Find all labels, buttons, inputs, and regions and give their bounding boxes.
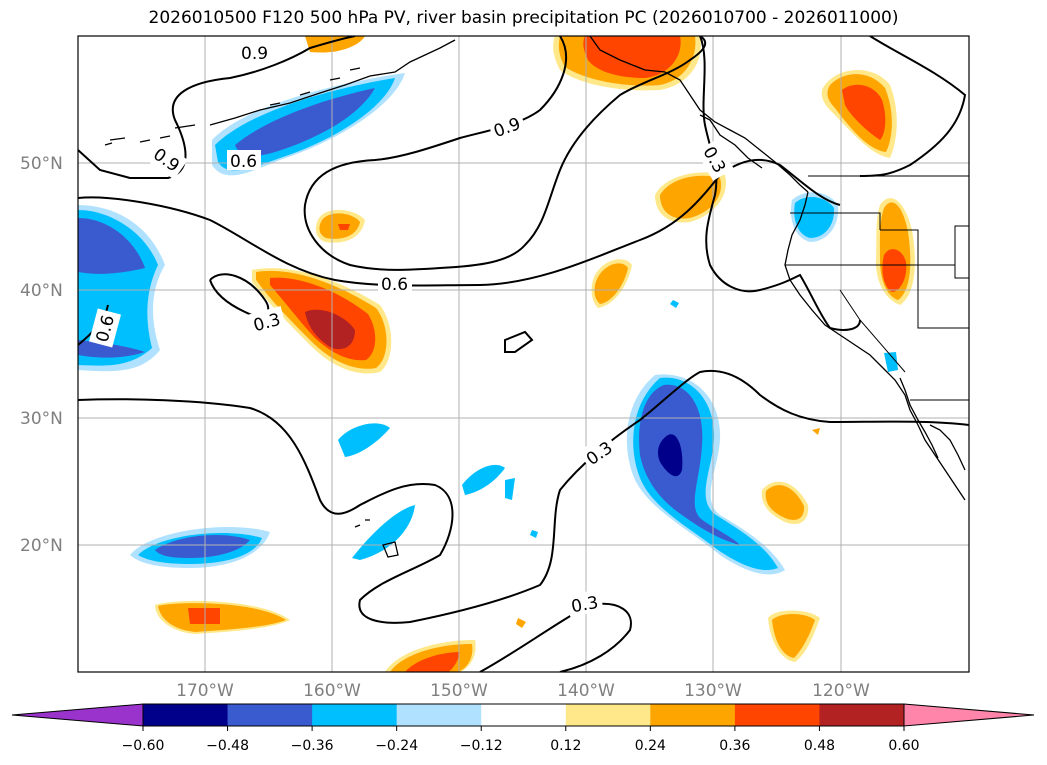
colorbar-tick-label: −0.36 bbox=[291, 738, 334, 754]
pv-contours bbox=[78, 36, 969, 672]
negative-anomaly-shading bbox=[78, 73, 898, 575]
lon-label: 150°W bbox=[430, 681, 488, 701]
colorbar-segment bbox=[143, 704, 229, 726]
colorbar-segment bbox=[819, 704, 905, 726]
colorbar-tick-label: 0.48 bbox=[804, 738, 835, 754]
colorbar-segment bbox=[481, 704, 567, 726]
contour-labels: 0.9 0.9 0.9 0.6 0.6 0.6 0.3 0.3 0.3 0.3 bbox=[89, 42, 734, 617]
colorbar-segment bbox=[565, 704, 651, 726]
lat-label: 20°N bbox=[20, 536, 63, 556]
colorbar-tick-label: −0.24 bbox=[375, 738, 418, 754]
contour-label: 0.6 bbox=[230, 152, 257, 172]
colorbar-outline bbox=[142, 703, 905, 727]
positive-anomaly-shading bbox=[155, 36, 915, 672]
lat-label: 40°N bbox=[20, 281, 63, 301]
map-frame bbox=[77, 35, 970, 673]
colorbar-tick-label: −0.48 bbox=[206, 738, 249, 754]
contour-label: 0.6 bbox=[381, 275, 408, 295]
longitude-labels: 170°W 160°W 150°W 140°W 130°W 120°W bbox=[176, 681, 870, 701]
colorbar-tick-label: −0.60 bbox=[122, 738, 165, 754]
lat-label: 30°N bbox=[20, 409, 63, 429]
map-title: 2026010500 F120 500 hPa PV, river basin … bbox=[148, 8, 899, 28]
gridlines bbox=[78, 36, 969, 672]
latitude-labels: 50°N 40°N 30°N 20°N bbox=[20, 154, 63, 556]
colorbar: −0.60 −0.48 −0.36 −0.24 −0.12 0.12 0.24 0.36 0.4… bbox=[11, 703, 1035, 754]
colorbar-extend-low bbox=[11, 703, 144, 727]
lon-label: 170°W bbox=[176, 681, 234, 701]
colorbar-segment bbox=[396, 704, 482, 726]
colorbar-segment bbox=[650, 704, 736, 726]
colorbar-tick-label: 0.12 bbox=[550, 738, 581, 754]
lon-label: 130°W bbox=[684, 681, 742, 701]
lon-label: 140°W bbox=[557, 681, 615, 701]
lon-label: 160°W bbox=[303, 681, 361, 701]
colorbar-tick-label: 0.36 bbox=[719, 738, 750, 754]
contour-label: 0.9 bbox=[241, 44, 268, 64]
colorbar-segment bbox=[312, 704, 398, 726]
colorbar-tick-label: 0.24 bbox=[635, 738, 666, 754]
colorbar-segment bbox=[734, 704, 820, 726]
coastlines bbox=[104, 36, 969, 558]
colorbar-segment bbox=[227, 704, 313, 726]
colorbar-tick-label: 0.60 bbox=[888, 738, 919, 754]
colorbar-tick-label: −0.12 bbox=[460, 738, 503, 754]
lon-label: 120°W bbox=[812, 681, 870, 701]
contour-label: 0.3 bbox=[570, 593, 600, 617]
colorbar-extend-high bbox=[903, 703, 1035, 727]
lat-label: 50°N bbox=[20, 154, 63, 174]
